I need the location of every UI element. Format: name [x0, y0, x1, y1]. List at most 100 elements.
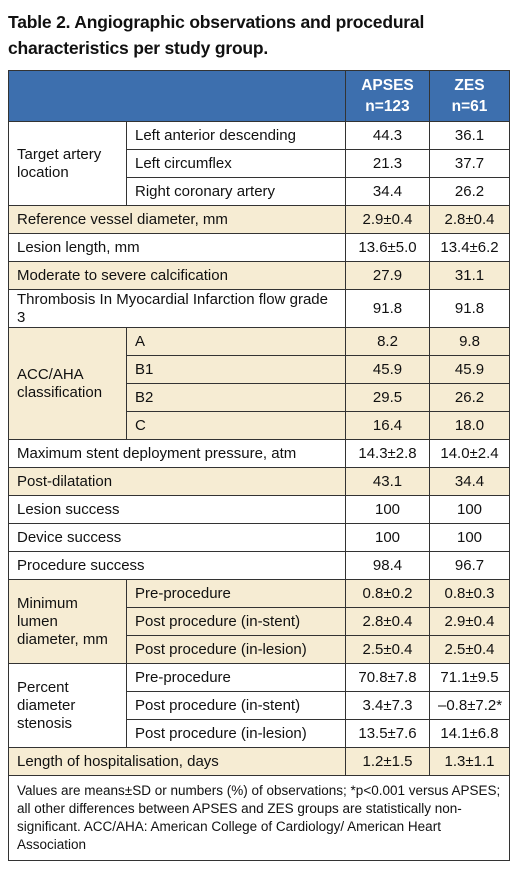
table-row: Lesion success 100 100 — [8, 495, 510, 524]
apses-value: 21.3 — [345, 149, 430, 178]
row-label: Procedure success — [8, 551, 346, 580]
row-label: Thrombosis In Myocardial Infarction flow… — [8, 289, 346, 328]
sub-label: Pre-procedure — [126, 663, 346, 692]
zes-value: 71.1±9.5 — [429, 663, 510, 692]
row-label: Post-dilatation — [8, 467, 346, 496]
apses-value: 13.5±7.6 — [345, 719, 430, 748]
row-label: Lesion success — [8, 495, 346, 524]
sub-label: Left circumflex — [126, 149, 346, 178]
header-apses-name: APSES — [361, 77, 414, 94]
zes-value: 91.8 — [429, 289, 510, 328]
apses-value: 0.8±0.2 — [345, 579, 430, 608]
apses-value: 1.2±1.5 — [345, 747, 430, 776]
table-row: Right coronary artery 34.4 26.2 — [9, 177, 510, 206]
table-row: B1 45.9 45.9 — [9, 355, 510, 384]
zes-value: 9.8 — [429, 327, 510, 356]
apses-value: 16.4 — [345, 411, 430, 440]
header-zes-n: n=61 — [451, 98, 488, 115]
apses-value: 43.1 — [345, 467, 430, 496]
table-row: ACC/AHA classification A 8.2 9.8 — [8, 327, 510, 440]
header-apses: APSES n=123 — [345, 70, 430, 122]
footnote: Values are means±SD or numbers (%) of ob… — [8, 775, 510, 861]
data-table: APSES n=123 ZES n=61 Target artery locat… — [8, 70, 510, 861]
zes-value: 2.9±0.4 — [429, 607, 510, 636]
sub-label: Left anterior descending — [126, 121, 346, 150]
table-row: B2 29.5 26.2 — [9, 383, 510, 412]
apses-value: 91.8 — [345, 289, 430, 328]
zes-value: 2.8±0.4 — [429, 205, 510, 234]
group-label: ACC/AHA classification — [8, 327, 127, 440]
row-label: Length of hospitalisation, days — [8, 747, 346, 776]
row-label: Reference vessel diameter, mm — [8, 205, 346, 234]
header-zes: ZES n=61 — [429, 70, 510, 122]
table-row: Left circumflex 21.3 37.7 — [9, 149, 510, 178]
table-title: Table 2. Angiographic observations and p… — [8, 9, 508, 61]
table-row: Reference vessel diameter, mm 2.9±0.4 2.… — [8, 205, 510, 234]
table-row: Post procedure (in-lesion) 13.5±7.6 14.1… — [9, 719, 510, 748]
apses-value: 3.4±7.3 — [345, 691, 430, 720]
zes-value: 34.4 — [429, 467, 510, 496]
table-row: Moderate to severe calcification 27.9 31… — [8, 261, 510, 290]
sub-label: Post procedure (in-stent) — [126, 607, 346, 636]
apses-value: 100 — [345, 495, 430, 524]
zes-value: 31.1 — [429, 261, 510, 290]
zes-value: 2.5±0.4 — [429, 635, 510, 664]
group-label: Percent diameter stenosis — [8, 663, 127, 748]
table-row: Minimum lumen diameter, mm Pre-procedure… — [8, 579, 510, 664]
sub-label: Pre-procedure — [126, 579, 346, 608]
zes-value: 26.2 — [429, 383, 510, 412]
sub-label: Post procedure (in-lesion) — [126, 719, 346, 748]
zes-value: 0.8±0.3 — [429, 579, 510, 608]
apses-value: 2.5±0.4 — [345, 635, 430, 664]
table-row: Post procedure (in-stent) 3.4±7.3 –0.8±7… — [9, 691, 510, 720]
apses-value: 27.9 — [345, 261, 430, 290]
table-row: Thrombosis In Myocardial Infarction flow… — [8, 289, 510, 328]
zes-value: 1.3±1.1 — [429, 747, 510, 776]
zes-value: 13.4±6.2 — [429, 233, 510, 262]
table-row: Procedure success 98.4 96.7 — [8, 551, 510, 580]
apses-value: 2.8±0.4 — [345, 607, 430, 636]
zes-value: 18.0 — [429, 411, 510, 440]
apses-value: 45.9 — [345, 355, 430, 384]
header-zes-name: ZES — [454, 77, 485, 94]
apses-value: 98.4 — [345, 551, 430, 580]
zes-value: 14.1±6.8 — [429, 719, 510, 748]
group-label: Target artery location — [8, 121, 127, 206]
header-apses-n: n=123 — [365, 98, 410, 115]
sub-label: Post procedure (in-lesion) — [126, 635, 346, 664]
title-line-1: Table 2. Angiographic observations and p… — [8, 12, 425, 32]
apses-value: 100 — [345, 523, 430, 552]
apses-value: 70.8±7.8 — [345, 663, 430, 692]
row-label: Maximum stent deployment pressure, atm — [8, 439, 346, 468]
table-row: Post procedure (in-lesion) 2.5±0.4 2.5±0… — [9, 635, 510, 664]
apses-value: 44.3 — [345, 121, 430, 150]
row-label: Lesion length, mm — [8, 233, 346, 262]
sub-label: B1 — [126, 355, 346, 384]
zes-value: 45.9 — [429, 355, 510, 384]
title-line-2: characteristics per study group. — [8, 38, 269, 58]
table-row: Device success 100 100 — [8, 523, 510, 552]
zes-value: –0.8±7.2* — [429, 691, 510, 720]
table-row: Maximum stent deployment pressure, atm 1… — [8, 439, 510, 468]
row-label: Device success — [8, 523, 346, 552]
apses-value: 8.2 — [345, 327, 430, 356]
table-header-row: APSES n=123 ZES n=61 — [8, 70, 510, 122]
group-label: Minimum lumen diameter, mm — [8, 579, 127, 664]
table-row: C 16.4 18.0 — [9, 411, 510, 440]
row-label: Moderate to severe calcification — [8, 261, 346, 290]
apses-value: 13.6±5.0 — [345, 233, 430, 262]
zes-value: 37.7 — [429, 149, 510, 178]
zes-value: 36.1 — [429, 121, 510, 150]
apses-value: 34.4 — [345, 177, 430, 206]
table-row: Target artery location Left anterior des… — [8, 121, 510, 206]
apses-value: 2.9±0.4 — [345, 205, 430, 234]
table-row: Post-dilatation 43.1 34.4 — [8, 467, 510, 496]
apses-value: 29.5 — [345, 383, 430, 412]
zes-value: 100 — [429, 495, 510, 524]
sub-label: C — [126, 411, 346, 440]
table-row: Length of hospitalisation, days 1.2±1.5 … — [8, 747, 510, 776]
apses-value: 14.3±2.8 — [345, 439, 430, 468]
sub-label: A — [126, 327, 346, 356]
sub-label: Right coronary artery — [126, 177, 346, 206]
zes-value: 14.0±2.4 — [429, 439, 510, 468]
